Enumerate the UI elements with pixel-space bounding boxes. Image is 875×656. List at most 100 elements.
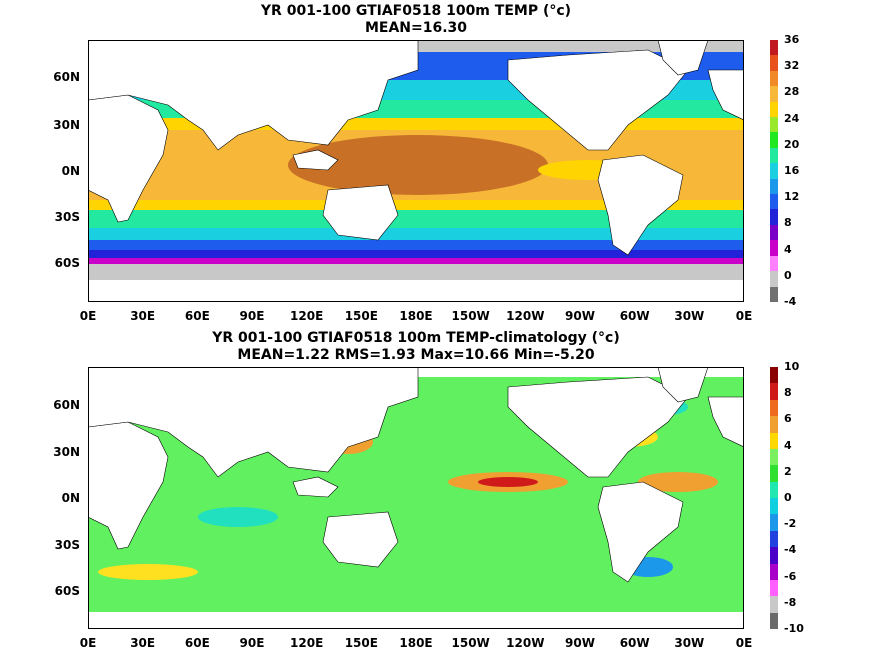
panel1-colorbar-label: 20	[784, 137, 800, 151]
panel1-map	[88, 40, 744, 302]
panel1-map-svg	[88, 40, 744, 302]
panel1-south-magenta	[88, 258, 744, 264]
panel2-colorbar-segment	[770, 465, 778, 482]
panel1-ytick-60s: 60S	[54, 256, 80, 270]
panel1-colorbar-label: 24	[784, 111, 800, 125]
panel2-europe-west	[707, 396, 744, 448]
panel2-xtick-7: 150W	[451, 636, 490, 650]
panel2-colorbar-segment	[770, 367, 778, 384]
panel1-xtick-6: 180E	[399, 309, 433, 323]
panel1-xtick-2: 60E	[184, 309, 210, 323]
panel2-colorbar-label: -8	[784, 595, 797, 609]
panel1-title-line2: MEAN=16.30	[364, 20, 468, 36]
panel1-colorbar-segment	[770, 209, 778, 225]
panel1-eurasia	[88, 40, 419, 151]
panel1-xtick-12: 0E	[735, 309, 753, 323]
panel2-eq-atlantic-warm	[638, 472, 718, 492]
panel2-colorbar-label: 0	[784, 491, 792, 504]
panel1-colorbar-label: 0	[784, 268, 792, 282]
panel1-colorbar-segment	[770, 240, 778, 256]
panel1-ytick-30s: 30S	[54, 210, 80, 224]
panel1-colorbar-segment	[770, 163, 778, 179]
panel1-xtick-9: 90W	[565, 309, 595, 323]
panel2-colorbar-label: -2	[784, 517, 797, 531]
panel2-ytick-60s: 60S	[54, 584, 80, 598]
panel1-colorbar-segment	[770, 55, 778, 71]
panel2-indian-cool	[198, 507, 278, 527]
panel2-map-svg	[88, 367, 744, 629]
panel2-colorbar-segment	[770, 530, 778, 548]
panel2-ytick-0n: 0N	[61, 491, 80, 505]
panel2-xtick-9: 90W	[565, 636, 595, 650]
panel1-colorbar-segment	[770, 40, 778, 56]
panel2-colorbar-label: -10	[784, 622, 804, 635]
panel2-south-america	[597, 481, 684, 583]
panel1-south-cold	[88, 240, 744, 250]
panel2-colorbar-segment	[770, 416, 778, 433]
panel2-colorbar-segment	[770, 612, 778, 629]
panel2-eurasia	[88, 367, 419, 478]
panel2-map	[88, 367, 744, 629]
panel1-colorbar-segment	[770, 70, 778, 87]
panel1-south-cool	[88, 228, 744, 240]
panel2-colorbar-label: 6	[784, 412, 792, 426]
panel1-colorbar-label: 16	[784, 164, 800, 177]
panel1-xtick-0: 0E	[79, 309, 97, 323]
panel2-ytick-30s: 30S	[54, 538, 80, 552]
panel2-colorbar-segment	[770, 579, 778, 597]
panel1-colorbar	[770, 40, 778, 302]
panel1-colorbar-segment	[770, 101, 778, 118]
panel2-colorbar	[770, 367, 778, 629]
panel2-colorbar-segment	[770, 563, 778, 580]
panel2-colorbar-label: 4	[784, 438, 792, 452]
panel1-south-america	[597, 154, 684, 256]
panel2-colorbar-label: 8	[784, 386, 792, 400]
panel1-colorbar-segment	[770, 178, 778, 195]
panel1-colorbar-segment	[770, 271, 778, 287]
panel2-greenland	[657, 367, 709, 403]
panel1-colorbar-segment	[770, 286, 778, 302]
panel1-colorbar-segment	[770, 255, 778, 272]
panel2-colorbar-segment	[770, 399, 778, 417]
panel2-xtick-10: 60W	[619, 636, 650, 650]
panel1-xtick-4: 120E	[290, 309, 324, 323]
panel1-europe-west	[707, 69, 744, 121]
panel2-africa	[88, 421, 169, 550]
panel2-colorbar-segment	[770, 514, 778, 531]
panel1-xtick-5: 150E	[344, 309, 378, 323]
panel1-xtick-1: 30E	[130, 309, 156, 323]
panel1-colorbar-segment	[770, 117, 778, 133]
panel1-ytick-0n: 0N	[61, 164, 80, 178]
panel1-south-temperate	[88, 210, 744, 228]
panel1-indonesia	[292, 149, 339, 171]
panel2-ytick-60n: 60N	[53, 398, 80, 412]
panel2-colorbar-label: -4	[784, 543, 797, 557]
panel2-xtick-2: 60E	[184, 636, 210, 650]
panel2-antarctic	[88, 612, 744, 629]
panel2-colorbar-segment	[770, 498, 778, 515]
panel2-colorbar-segment	[770, 432, 778, 449]
panel1-xtick-7: 150W	[451, 309, 490, 323]
panel1-title-line1: YR 001-100 GTIAF0518 100m TEMP (°c)	[260, 3, 572, 19]
panel2-xtick-11: 30W	[674, 636, 705, 650]
panel1-colorbar-label: 28	[784, 85, 800, 99]
panel1-colorbar-segment	[770, 194, 778, 210]
panel2-xtick-8: 120W	[506, 636, 545, 650]
panel2-xtick-6: 180E	[399, 636, 433, 650]
panel2-xtick-4: 120E	[290, 636, 324, 650]
panel2-land	[88, 367, 744, 583]
panel2-north-america	[507, 376, 689, 478]
panel2-colorbar-label: 10	[784, 360, 800, 373]
panel1-colorbar-segment	[770, 224, 778, 241]
panel1-south-colder	[88, 250, 744, 258]
panel1-colorbar-segment	[770, 147, 778, 164]
panel2-eq-pacific-hot	[478, 477, 538, 487]
panel2-xtick-0: 0E	[79, 636, 97, 650]
panel1-land	[88, 40, 744, 302]
panel1-antarctica	[88, 280, 744, 302]
panel1-colorbar-label: 4	[784, 242, 792, 256]
panel2-indonesia	[292, 476, 339, 498]
panel1-colorbar-label: 36	[784, 33, 800, 46]
panel2-australia	[322, 511, 399, 568]
panel1-warm-pool	[288, 135, 548, 195]
